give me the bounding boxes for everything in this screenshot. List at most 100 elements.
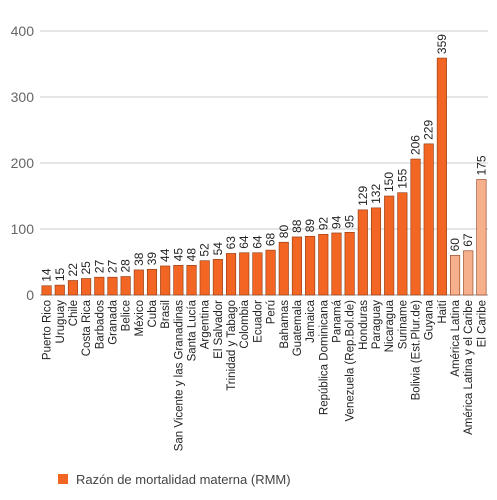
bars — [41, 57, 487, 296]
data-label: 67 — [461, 233, 475, 247]
data-label: 132 — [369, 184, 383, 204]
bar — [239, 252, 250, 296]
x-tick-label: Uruguay — [55, 300, 67, 344]
x-tick-label: Honduras — [358, 300, 370, 350]
data-label: 15 — [53, 267, 67, 281]
bar — [146, 268, 158, 296]
bar — [107, 276, 118, 296]
y-tick-label: 0 — [26, 287, 34, 303]
data-label: 64 — [250, 235, 264, 249]
x-tick-label: Ecuador — [252, 300, 264, 343]
x-tick-label: El Salvador — [213, 300, 225, 359]
x-tick-label: Granada — [107, 299, 119, 344]
data-label: 94 — [329, 215, 343, 229]
x-tick-label: América Latina — [450, 299, 462, 376]
x-tick-label: Chile — [68, 300, 80, 326]
x-tick-label: Brasil — [160, 300, 172, 329]
data-label: 229 — [422, 120, 436, 140]
data-label: 60 — [448, 238, 462, 252]
y-tick-label: 400 — [11, 23, 35, 39]
bar — [305, 235, 316, 296]
x-tick-label: Perú — [266, 300, 278, 324]
y-tick-label: 300 — [11, 89, 35, 105]
x-tick-label: San Vicente y las Granadinas — [173, 300, 185, 452]
data-label: 129 — [356, 186, 370, 206]
bar — [265, 249, 276, 296]
bar — [291, 236, 302, 296]
data-label: 45 — [171, 248, 185, 262]
data-label: 89 — [303, 219, 317, 233]
bar — [463, 250, 474, 296]
x-tick-label: Trinidad y Tabago — [226, 300, 238, 391]
data-label: 359 — [435, 34, 449, 54]
data-label: 14 — [40, 268, 54, 282]
bar — [370, 207, 382, 296]
x-tick-label: El Caribe — [476, 300, 488, 347]
bar — [199, 260, 210, 296]
x-tick-label: Bolivia (Est.Plur.de) — [411, 300, 423, 401]
bar — [67, 280, 78, 296]
bar — [318, 233, 329, 296]
x-axis-ticks: Puerto Rico Uruguay Chile Costa Rica Barbado… — [42, 299, 489, 451]
data-label: 27 — [92, 260, 106, 274]
x-tick-label: Puerto Rico — [42, 300, 54, 360]
x-tick-label: Venezuela (Rep.Bol.de) — [345, 300, 357, 422]
data-label: 92 — [316, 217, 330, 231]
x-tick-label: América Latina y el Caribe — [463, 300, 475, 435]
y-tick-label: 200 — [11, 155, 35, 171]
x-tick-label: Santa Lucía — [187, 299, 199, 361]
data-label: 68 — [264, 232, 278, 246]
bar — [133, 269, 144, 296]
data-label: 54 — [211, 242, 225, 256]
x-tick-label: Costa Rica — [81, 299, 93, 356]
data-label: 88 — [290, 219, 304, 233]
x-tick-label: Argentina — [200, 299, 212, 349]
bar — [173, 264, 184, 296]
x-tick-label: Colombia — [239, 299, 251, 348]
bar — [450, 255, 461, 296]
x-tick-label: Paraguay — [371, 300, 383, 349]
x-tick-label: Barbados — [94, 300, 106, 349]
data-label: 39 — [145, 252, 159, 266]
data-label: 63 — [224, 236, 238, 250]
gridlines — [40, 30, 488, 296]
data-label: 48 — [185, 248, 199, 262]
bar — [410, 158, 421, 296]
bar — [120, 276, 131, 296]
data-label: 28 — [119, 259, 133, 273]
x-tick-label: Belice — [121, 300, 133, 331]
data-label: 80 — [277, 225, 291, 239]
x-tick-label: México — [134, 300, 146, 336]
data-label: 150 — [382, 172, 396, 192]
bar — [252, 252, 263, 296]
bar — [160, 265, 171, 296]
data-label: 44 — [158, 248, 172, 262]
x-tick-label: Haití — [437, 299, 449, 323]
legend-label: Razón de mortalidad materna (RMM) — [76, 471, 291, 487]
x-tick-label: Panamá — [331, 299, 343, 342]
x-tick-label: Bahamas — [279, 300, 291, 349]
data-label: 38 — [132, 252, 146, 266]
bar — [41, 285, 52, 296]
data-label: 25 — [79, 261, 93, 275]
data-label: 206 — [409, 135, 423, 155]
x-tick-label: Guatemala — [292, 299, 304, 356]
x-tick-label: Nicaragua — [384, 299, 396, 352]
data-label: 64 — [237, 235, 251, 249]
x-tick-label: Jamaica — [305, 299, 317, 342]
bar — [94, 276, 105, 296]
bar — [436, 57, 447, 296]
data-label: 175 — [474, 155, 488, 175]
bar — [397, 192, 408, 296]
bar — [476, 179, 487, 296]
data-label: 22 — [66, 263, 80, 277]
legend-swatch — [58, 474, 68, 484]
legend: Razón de mortalidad materna (RMM) — [58, 470, 291, 488]
bar — [226, 253, 237, 296]
bar — [212, 259, 223, 296]
data-label: 95 — [343, 215, 357, 229]
y-tick-label: 100 — [11, 221, 35, 237]
x-tick-label: República Dominicana — [318, 299, 330, 415]
